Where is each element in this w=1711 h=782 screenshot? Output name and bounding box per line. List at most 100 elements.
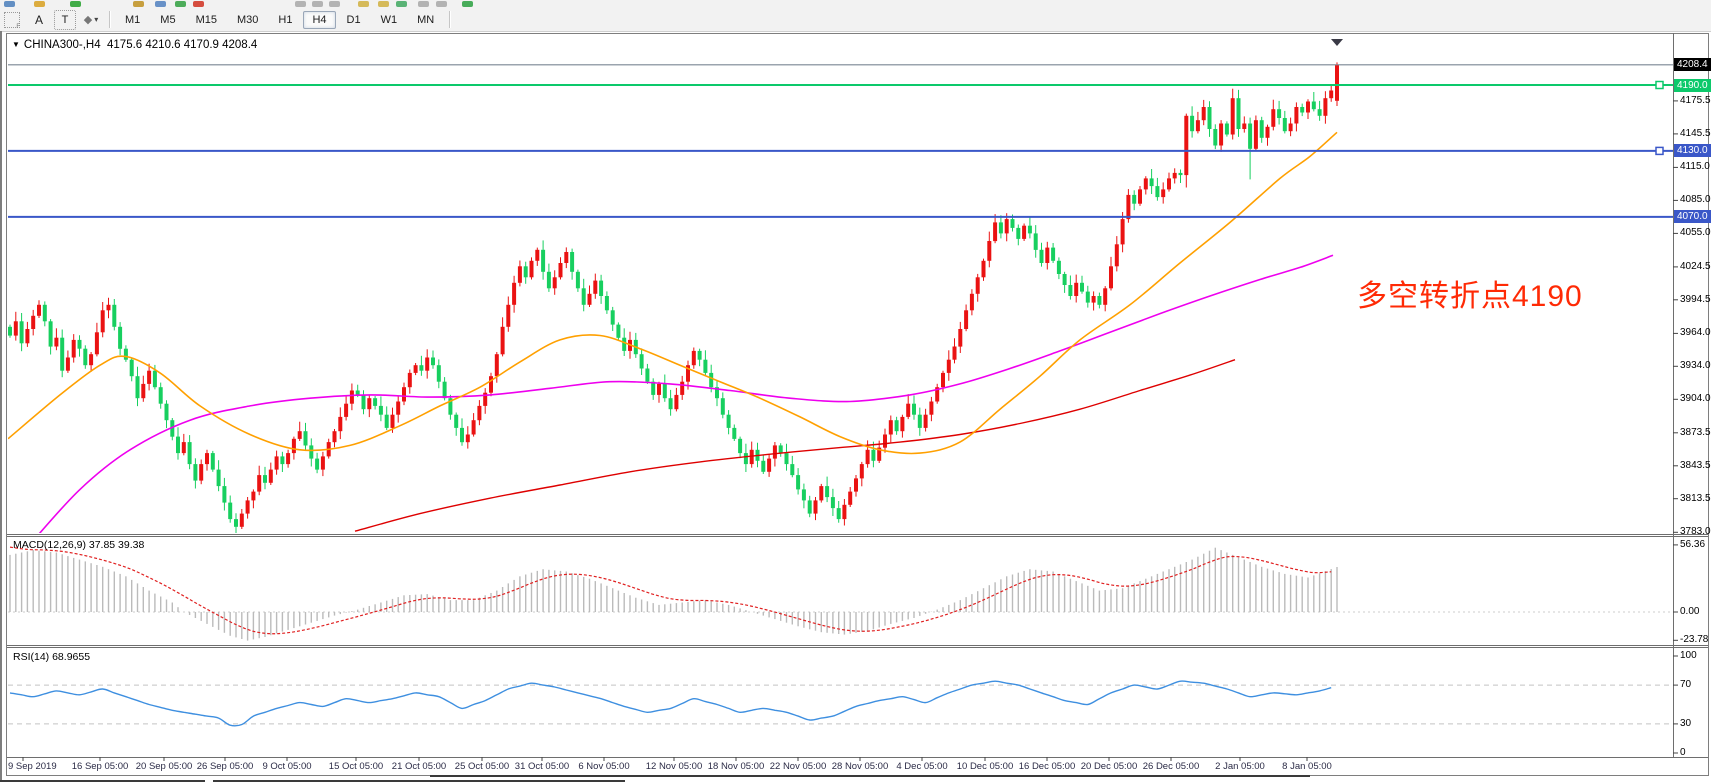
date-tick-label: 10 Dec 05:00 [956,761,1014,772]
rsi-label: RSI(14) 68.9655 [13,651,91,663]
price-tick-label: 3843.5 [1680,459,1711,471]
toolbar-drag-handle-icon[interactable] [4,11,20,30]
panel-separator[interactable] [7,536,1708,537]
date-tick-label: 9 Oct 05:00 [262,761,312,772]
timeframe-buttons: M1 M5 M15 M30 H1 H4 D1 W1 MN [115,10,444,29]
current-bar-arrow-icon [1331,39,1343,46]
toolbar-button-partial[interactable] [312,1,323,7]
price-level-label: 4070.0 [1674,210,1711,224]
macd-tick-label: 56.36 [1680,538,1706,550]
toolbar-button-partial[interactable] [295,1,306,7]
date-tick-label: 21 Oct 05:00 [391,761,447,772]
lower-window-edge [213,780,625,782]
ma-fast-line[interactable] [8,131,1338,455]
price-level-label: 4130.0 [1674,144,1711,158]
price-tick-label: 3873.5 [1680,426,1711,438]
toolbar-button-partial[interactable] [378,1,389,7]
rsi-tick-label: 30 [1680,717,1692,729]
price-tick-label: 4055.0 [1680,227,1711,239]
symbol-dropdown-icon[interactable]: ▼ [12,40,20,49]
toolbar-button-partial[interactable] [396,1,407,7]
price-tick-label: 3964.0 [1680,327,1711,339]
date-tick-label: 25 Oct 05:00 [454,761,510,772]
toolbar-button-partial[interactable] [462,1,473,7]
toolbar-button-partial[interactable] [436,1,447,7]
date-tick-label: 31 Oct 05:00 [514,761,570,772]
price-tick-label: 4085.0 [1680,194,1711,206]
rsi-tick-label: 100 [1680,650,1697,661]
tab-timeframe-M15[interactable]: M15 [195,13,217,26]
chart-title: ▼ CHINA300-,H4 4175.6 4210.6 4170.9 4208.… [12,39,257,51]
toolbar-button-partial[interactable] [155,1,166,7]
date-tick-label: 6 Nov 05:00 [578,761,630,772]
chevron-down-icon: ▾ [94,15,99,24]
tab-timeframe-M5[interactable]: M5 [160,13,176,26]
toolbar-button-partial[interactable] [70,1,81,7]
date-tick-label: 8 Jan 05:00 [1282,761,1332,772]
toolbar-row-clipped [0,0,1711,8]
window-left-edge [0,31,2,782]
price-tick-label: 3813.5 [1680,492,1711,504]
toolbar-button-partial[interactable] [34,1,45,7]
price-axis[interactable] [1674,34,1708,757]
toolbar: A T ◆ ▾ M1 M5 M15 M30 H1 H4 D1 W1 MN [0,8,1711,32]
lower-window-edge [0,780,205,782]
panel-separator[interactable] [7,645,1708,646]
macd-label: MACD(12,26,9) 37.85 39.38 [13,539,145,551]
toolbar-button-partial[interactable] [175,1,186,7]
date-tick-label: 26 Dec 05:00 [1142,761,1200,772]
tab-timeframe-W1[interactable]: W1 [380,13,398,26]
toolbar-button-partial[interactable] [4,1,15,7]
rsi-line [9,680,1332,727]
ohlc-values: 4175.6 4210.6 4170.9 4208.4 [107,39,258,51]
text-label-tool-button[interactable]: T [54,9,76,30]
date-tick-label: 15 Oct 05:00 [328,761,384,772]
price-level-label: 4190.0 [1674,78,1711,92]
ma-slow-line[interactable] [354,359,1236,532]
shapes-tool-button[interactable]: ◆ ▾ [80,10,102,30]
tab-timeframe-H4[interactable]: H4 [303,10,336,29]
chart-window-border-top [6,33,1709,34]
price-level-label: 4208.4 [1674,58,1711,72]
tab-timeframe-D1[interactable]: D1 [346,13,361,26]
price-tick-label: 3994.5 [1680,293,1711,305]
toolbar-button-partial[interactable] [193,1,204,7]
date-axis-separator [7,757,1708,758]
annotation-text[interactable]: 多空转折点4190 [1357,280,1583,313]
shapes-icon: ◆ [83,14,93,26]
macd-signal-line [9,546,1332,635]
price-axis-line [1673,33,1674,757]
macd-tick-label: -23.78 [1680,634,1709,646]
tab-timeframe-MN[interactable]: MN [417,13,435,26]
date-tick-label: 18 Nov 05:00 [707,761,765,772]
ma-mid-line[interactable] [30,254,1334,544]
date-axis[interactable] [7,758,1673,774]
date-tick-label: 4 Dec 05:00 [896,761,948,772]
date-tick-label: 12 Nov 05:00 [645,761,703,772]
toolbar-button-partial[interactable] [329,1,340,7]
price-tick-label: 4145.5 [1680,127,1711,139]
toolbar-separator [109,11,110,28]
line-handle[interactable] [1655,146,1664,156]
toolbar-button-partial[interactable] [418,1,429,7]
panel-separator[interactable] [7,647,1708,648]
rsi-tick-label: 0 [1680,747,1686,758]
price-tick-label: 4115.0 [1680,161,1710,173]
date-tick-label: 26 Sep 05:00 [196,761,254,772]
candles[interactable] [8,62,1339,533]
toolbar-button-partial[interactable] [133,1,144,7]
panel-separator[interactable] [7,534,1708,535]
tab-timeframe-M1[interactable]: M1 [125,13,141,26]
macd-tick-label: 0.00 [1680,606,1700,617]
date-tick-label: 20 Sep 05:00 [135,761,193,772]
text-tool-button[interactable]: A [34,12,43,27]
lower-window-edge [430,775,1310,777]
line-handle[interactable] [1655,80,1664,90]
toolbar-button-partial[interactable] [358,1,369,7]
price-tick-label: 3783.0 [1680,526,1711,538]
tab-timeframe-M30[interactable]: M30 [236,13,259,26]
price-tick-label: 3904.0 [1680,393,1711,405]
rsi-tick-label: 70 [1680,679,1692,691]
tab-timeframe-H1[interactable]: H1 [278,13,293,26]
